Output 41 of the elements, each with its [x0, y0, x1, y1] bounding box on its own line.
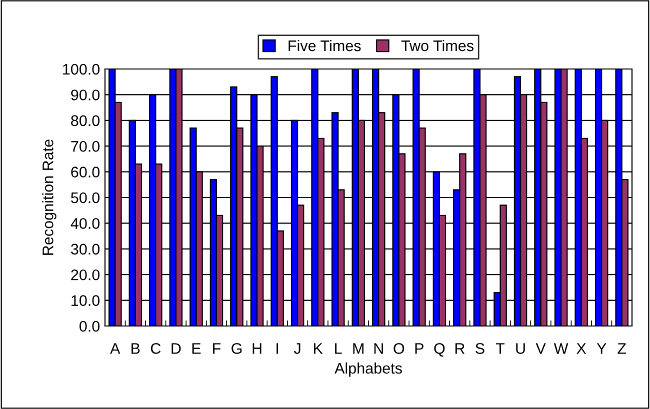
x-tick-label: S — [476, 343, 484, 354]
y-tick-label: 10.0 — [72, 295, 100, 306]
y-tick-label: 40.0 — [70, 218, 100, 229]
x-tick-label: J — [294, 343, 300, 354]
y-tick-label: 50.0 — [71, 192, 100, 204]
x-tick-label: Q — [434, 343, 445, 357]
x-tick-label: C — [150, 343, 161, 354]
y-tick-label: 20.0 — [71, 269, 100, 280]
y-axis-title: Recognition Rate — [42, 140, 56, 255]
x-tick-label: W — [554, 343, 568, 354]
x-tick-label: P — [415, 343, 424, 354]
x-tick-label: L — [335, 343, 342, 354]
legend-label: Five Times — [288, 40, 361, 52]
x-tick-label: O — [394, 343, 404, 354]
x-tick-label: G — [232, 343, 242, 354]
y-tick-label: 70.0 — [71, 140, 100, 152]
x-tick-label: I — [276, 343, 278, 354]
x-tick-label: F — [213, 343, 221, 354]
x-tick-label: U — [516, 343, 525, 354]
y-tick-label: 100.0 — [63, 64, 100, 75]
y-tick-label: 80.0 — [71, 115, 100, 126]
y-tick-label: 90.0 — [71, 90, 100, 100]
x-tick-label: R — [455, 343, 465, 354]
x-tick-label: M — [353, 343, 364, 354]
x-tick-label: A — [110, 343, 120, 354]
x-tick-label: Y — [596, 343, 606, 354]
x-tick-label: Z — [618, 343, 626, 354]
y-tick-label: 30.0 — [70, 244, 100, 255]
y-tick-label: 60.0 — [71, 166, 100, 178]
x-tick-label: K — [314, 343, 323, 354]
x-tick-label: V — [536, 343, 546, 354]
y-tick-label: 0.0 — [80, 320, 100, 332]
legend-label: Two Times — [401, 40, 474, 52]
x-tick-label: N — [374, 343, 383, 354]
x-tick-label: T — [496, 343, 505, 354]
x-tick-label: X — [576, 343, 586, 354]
x-tick-label: D — [172, 343, 181, 354]
x-tick-label: E — [192, 343, 201, 354]
x-tick-label: H — [252, 343, 262, 354]
x-axis-title: Alphabets — [334, 362, 402, 377]
x-tick-label: B — [132, 343, 140, 354]
